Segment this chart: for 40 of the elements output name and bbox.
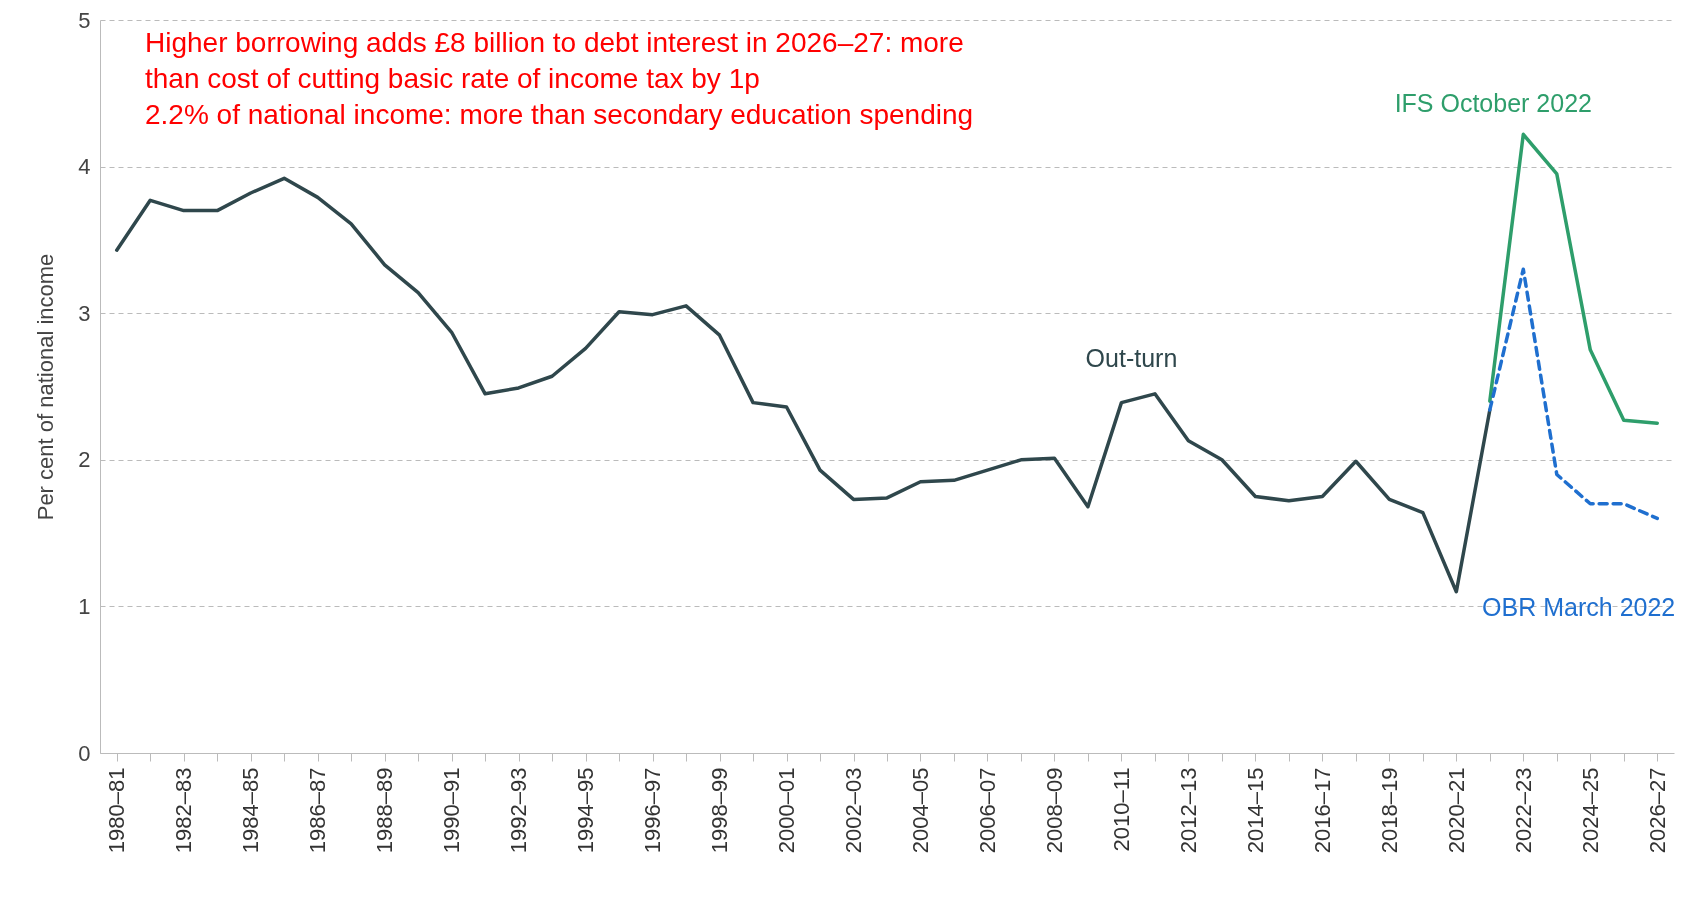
x-tick-label: 1984–85 <box>238 767 264 854</box>
x-tick-label: 2010–11 <box>1108 767 1134 852</box>
x-tick-label: 1994–95 <box>573 767 599 854</box>
y-tick-label: 3 <box>78 300 91 326</box>
y-tick-label: 5 <box>78 7 91 33</box>
x-tick-label: 2020–21 <box>1443 767 1469 854</box>
annotation: than cost of cutting basic rate of income tax by 1p <box>145 63 760 94</box>
x-tick-label: 2024–25 <box>1577 767 1603 854</box>
x-tick-label: 2002–03 <box>841 767 867 854</box>
line-series <box>115 176 1492 594</box>
x-tick-label: 1990–91 <box>439 767 465 854</box>
line-series <box>1488 267 1660 521</box>
x-tick-label: 1998–99 <box>707 767 733 854</box>
x-tick-label: 1996–97 <box>640 767 666 854</box>
annotation: Higher borrowing adds £8 billion to debt interest in 2026–27: more <box>145 27 964 58</box>
x-tick-label: 2026–27 <box>1644 767 1670 854</box>
y-axis-title: Per cent of national income <box>33 253 59 521</box>
x-tick-label: 1982–83 <box>171 767 197 854</box>
x-tick-label: 2014–15 <box>1242 767 1268 854</box>
x-tick-label: 2000–01 <box>774 767 800 854</box>
y-tick-label: 1 <box>78 593 91 619</box>
series-label: IFS October 2022 <box>1394 89 1592 118</box>
x-tick-label: 2016–17 <box>1309 767 1335 854</box>
x-tick-label: 1986–87 <box>305 767 331 854</box>
y-tick-label: 4 <box>78 154 91 180</box>
text: OBR March 2022 <box>1482 593 1676 622</box>
x-tick-label: 2008–09 <box>1041 767 1067 854</box>
x-tick-label: 1980–81 <box>104 767 130 854</box>
x-tick-label: 2004–05 <box>907 767 933 854</box>
x-tick-label: 2022–23 <box>1510 767 1536 854</box>
series-label: Out-turn <box>1085 343 1178 372</box>
y-tick-label: 2 <box>78 447 91 473</box>
y-tick-label: 0 <box>78 740 91 766</box>
x-tick-label: 1988–89 <box>372 767 398 854</box>
line-series <box>1488 132 1660 425</box>
x-tick-label: 2018–19 <box>1376 767 1402 854</box>
x-tick-label: 2006–07 <box>974 767 1000 854</box>
annotation: 2.2% of national income: more than secondary education spending <box>145 99 974 130</box>
x-tick-label: 1992–93 <box>506 767 532 854</box>
x-tick-label: 2012–13 <box>1175 767 1201 854</box>
